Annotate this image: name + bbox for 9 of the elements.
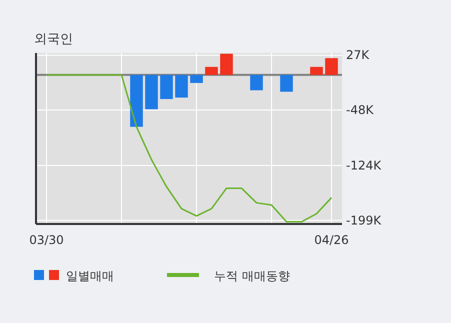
xtick: 03/30 (29, 233, 64, 247)
xtick: 04/26 (314, 233, 349, 247)
legend-label: 누적 매매동향 (214, 269, 290, 283)
ytick: -199K (346, 213, 382, 228)
ytick: -124K (346, 158, 382, 173)
title: 외국인 (34, 32, 73, 47)
ytick: -48K (346, 103, 374, 117)
ytick: 27K (346, 48, 370, 62)
legend-label: 일별매매 (66, 269, 114, 283)
